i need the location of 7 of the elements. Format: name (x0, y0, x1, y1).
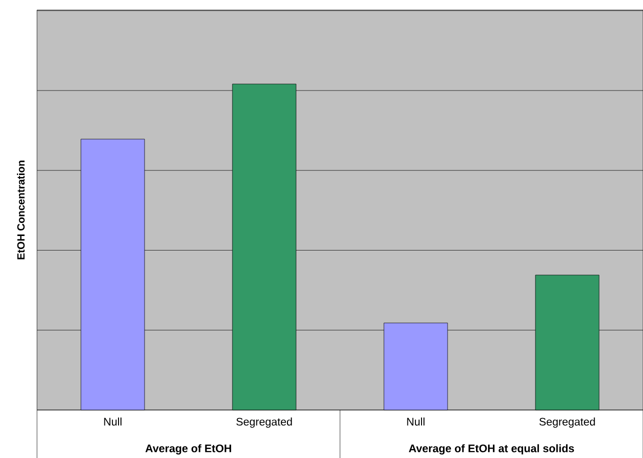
x-tick-label: Null (407, 418, 424, 426)
x-tick-label: Null (104, 418, 122, 426)
text: Average of EtOH at equal solids (408, 444, 574, 454)
x-tick-label: Segregated (236, 418, 292, 428)
x-tick-label: Segregated (539, 418, 595, 428)
y-axis-title: EtOH Concentration (16, 160, 25, 260)
text: Average of EtOH (145, 444, 232, 454)
